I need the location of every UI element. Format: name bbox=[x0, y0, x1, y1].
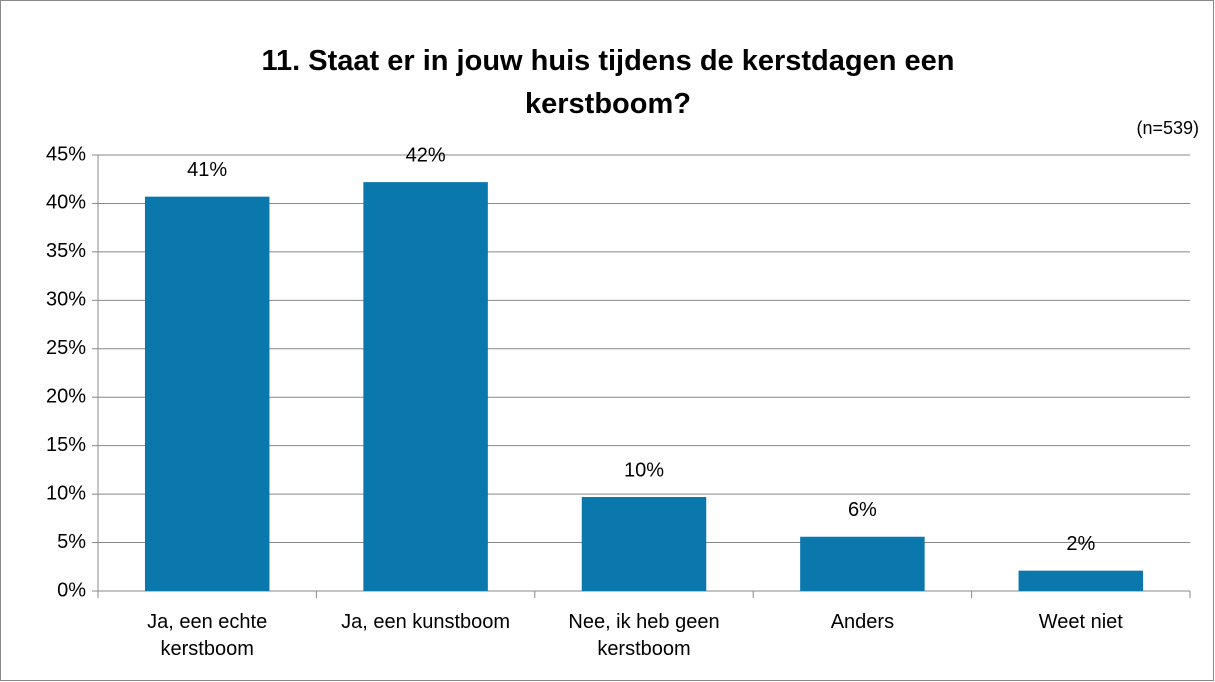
y-tick-label: 15% bbox=[46, 434, 86, 456]
y-tick-label: 25% bbox=[46, 337, 86, 359]
x-tick-label: Weet niet bbox=[1038, 611, 1123, 633]
y-tick-label: 20% bbox=[46, 386, 86, 408]
bar bbox=[800, 536, 925, 591]
y-tick-label: 40% bbox=[46, 192, 86, 214]
bar bbox=[581, 497, 707, 591]
annotation: (n=539) bbox=[1136, 118, 1199, 138]
bar bbox=[1018, 570, 1144, 591]
data-label: 6% bbox=[848, 499, 877, 521]
data-label: 2% bbox=[1066, 533, 1095, 555]
y-tick-label: 5% bbox=[57, 531, 86, 553]
data-label: 41% bbox=[187, 159, 227, 181]
y-tick-label: 45% bbox=[46, 143, 86, 165]
x-tick-label: Ja, een echte kerstboom bbox=[147, 611, 268, 660]
bar bbox=[363, 182, 488, 591]
data-label: 10% bbox=[624, 459, 664, 481]
bar bbox=[144, 196, 270, 591]
x-tick-label: Ja, een kunstboom bbox=[341, 611, 511, 633]
y-tick-label: 35% bbox=[46, 240, 86, 262]
chart-title: 11. Staat er in jouw huis tijdens de ker… bbox=[261, 45, 955, 120]
y-tick-label: 10% bbox=[46, 482, 86, 504]
data-label: 42% bbox=[406, 144, 446, 166]
y-tick-label: 0% bbox=[57, 579, 86, 601]
y-tick-label: 30% bbox=[46, 289, 86, 311]
x-tick-label: Anders bbox=[830, 611, 895, 633]
x-tick-label: Nee, ik heb geen kerstboom bbox=[568, 611, 720, 660]
